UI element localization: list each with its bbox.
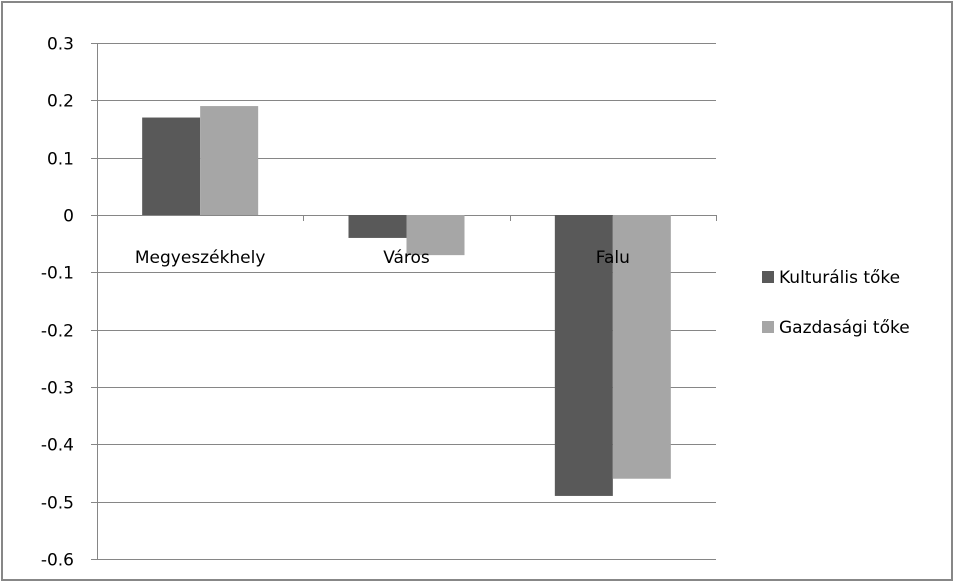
legend: Kulturális tőke Gazdasági tőke — [762, 268, 910, 338]
y-tick-label: -0.5 — [41, 494, 74, 514]
bar — [406, 215, 465, 256]
y-tick-label: 0 — [63, 207, 74, 227]
y-tick-label: 0.2 — [47, 92, 74, 112]
y-tick-label: -0.6 — [41, 551, 74, 571]
y-tick-label: -0.4 — [41, 436, 74, 456]
bar — [554, 215, 613, 496]
y-tick-label: -0.3 — [41, 379, 74, 399]
bars — [142, 106, 671, 496]
y-tick-label: -0.2 — [41, 322, 74, 342]
legend-swatch — [762, 271, 774, 283]
legend-swatch — [762, 321, 774, 333]
bar — [612, 215, 671, 479]
y-tick-label: 0.1 — [47, 150, 74, 170]
bar — [142, 117, 201, 215]
bar — [348, 215, 407, 238]
y-axis-tick-labels: 0.3 0.2 0.1 0 -0.1 -0.2 -0.3 -0.4 -0.5 -0.6 — [41, 35, 74, 571]
category-labels: Megyeszékhely Város Falu — [135, 248, 630, 268]
category-label: Falu — [596, 248, 630, 268]
category-label: Város — [383, 248, 430, 268]
legend-label: Gazdasági tőke — [779, 318, 910, 338]
bar — [200, 106, 259, 215]
category-label: Megyeszékhely — [135, 248, 266, 268]
y-tick-label: -0.1 — [41, 264, 74, 284]
legend-label: Kulturális tőke — [779, 268, 900, 288]
y-tick-label: 0.3 — [47, 35, 74, 55]
